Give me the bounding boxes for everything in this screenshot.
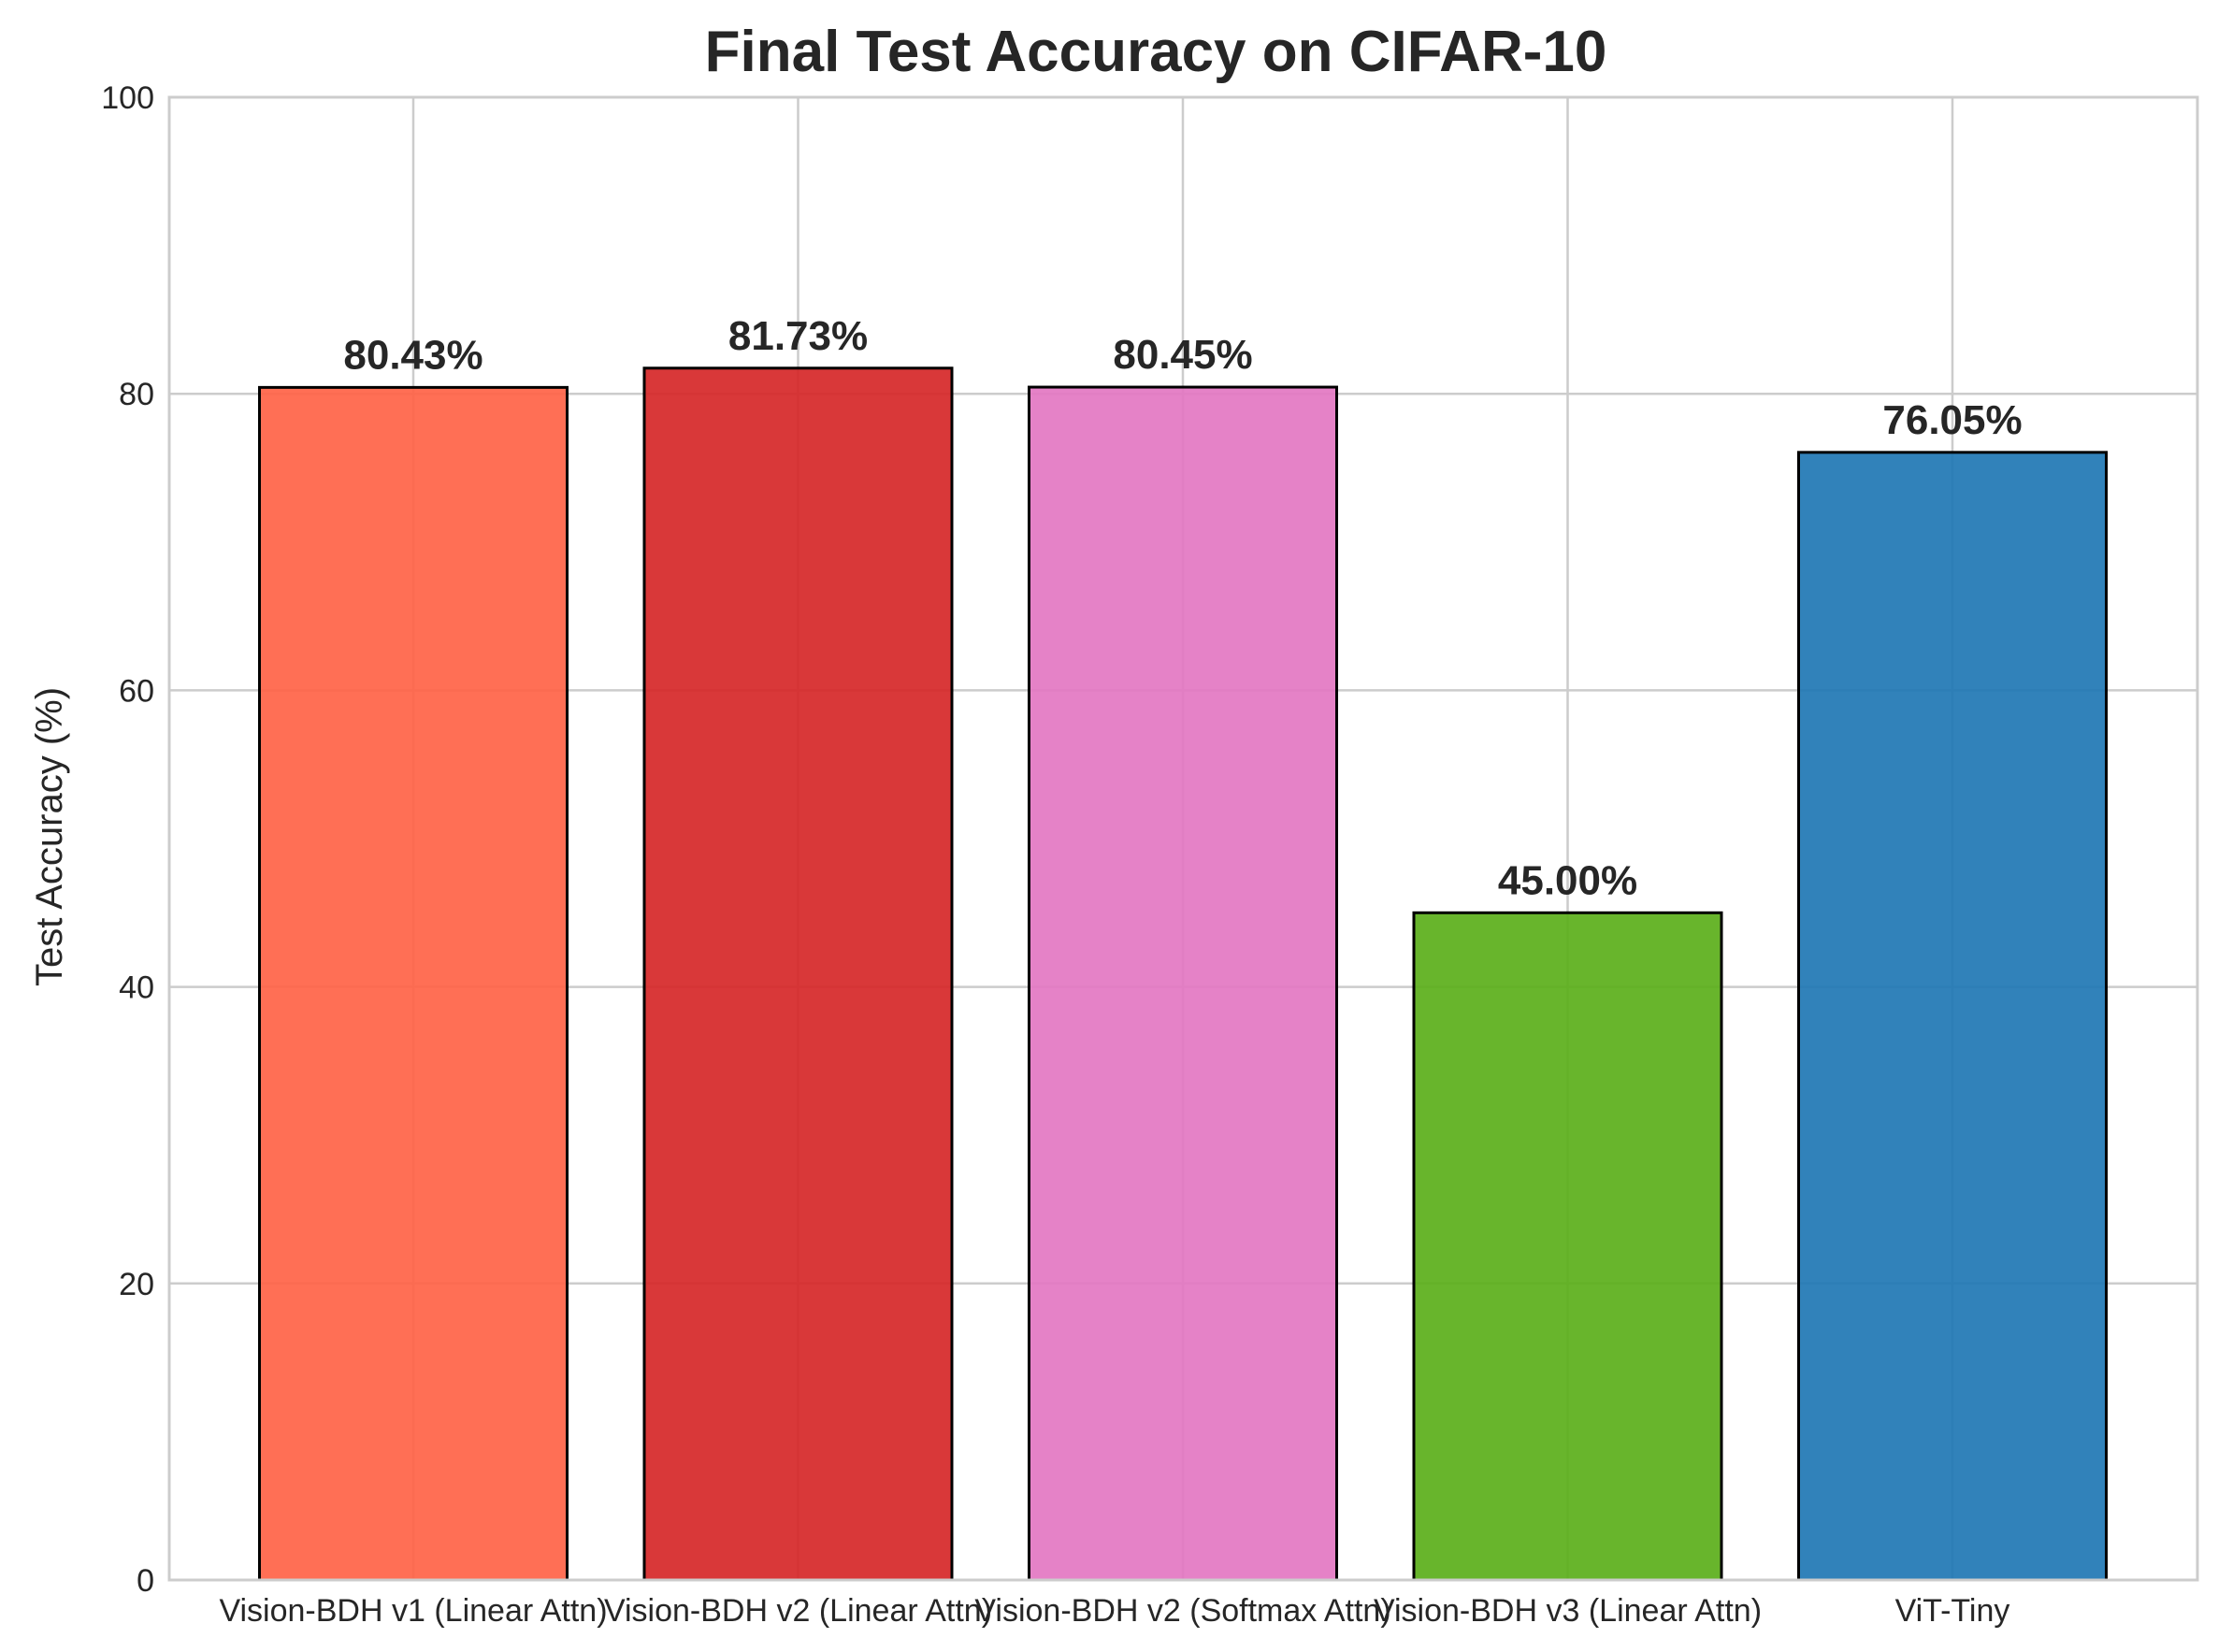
- x-tick-label: Vision-BDH v2 (Linear Attn): [604, 1593, 992, 1629]
- y-axis-label: Test Accuracy (%): [29, 687, 70, 986]
- axes-frame: [167, 95, 2199, 1582]
- value-labels: 80.43% 81.73% 80.45% 45.00% 76.05%: [343, 313, 2022, 904]
- chart-title: Final Test Accuracy on CIFAR-10: [705, 20, 1607, 84]
- y-tick-label: 40: [119, 970, 154, 1006]
- bar: [1028, 385, 1338, 1582]
- bar-value-label: 45.00%: [1498, 857, 1637, 903]
- y-tick-labels: 0 20 40 60 80 100: [101, 80, 154, 1599]
- y-tick-label: 20: [119, 1267, 154, 1302]
- bar: [1797, 451, 2108, 1582]
- x-tick-labels: Vision-BDH v1 (Linear Attn)Vision-BDH v2…: [219, 1593, 2009, 1629]
- bar-value-label: 76.05%: [1882, 397, 2022, 443]
- y-tick-label: 100: [101, 80, 154, 116]
- y-tick-label: 60: [119, 673, 154, 709]
- x-tick-label: Vision-BDH v2 (Softmax Attn): [974, 1593, 1390, 1629]
- bars: [258, 366, 2108, 1582]
- plot-frame: [167, 95, 2199, 1582]
- bar: [1412, 911, 1723, 1582]
- bar-value-label: 81.73%: [728, 313, 868, 359]
- bar-value-label: 80.43%: [343, 332, 482, 378]
- bar: [642, 366, 954, 1582]
- bar: [258, 385, 569, 1582]
- x-tick-label: Vision-BDH v1 (Linear Attn): [219, 1593, 607, 1629]
- y-tick-label: 0: [137, 1563, 154, 1599]
- x-tick-label: Vision-BDH v3 (Linear Attn): [1374, 1593, 1762, 1629]
- x-tick-label: ViT-Tiny: [1895, 1593, 2010, 1629]
- bar-value-label: 80.45%: [1113, 332, 1252, 378]
- y-tick-label: 80: [119, 377, 154, 412]
